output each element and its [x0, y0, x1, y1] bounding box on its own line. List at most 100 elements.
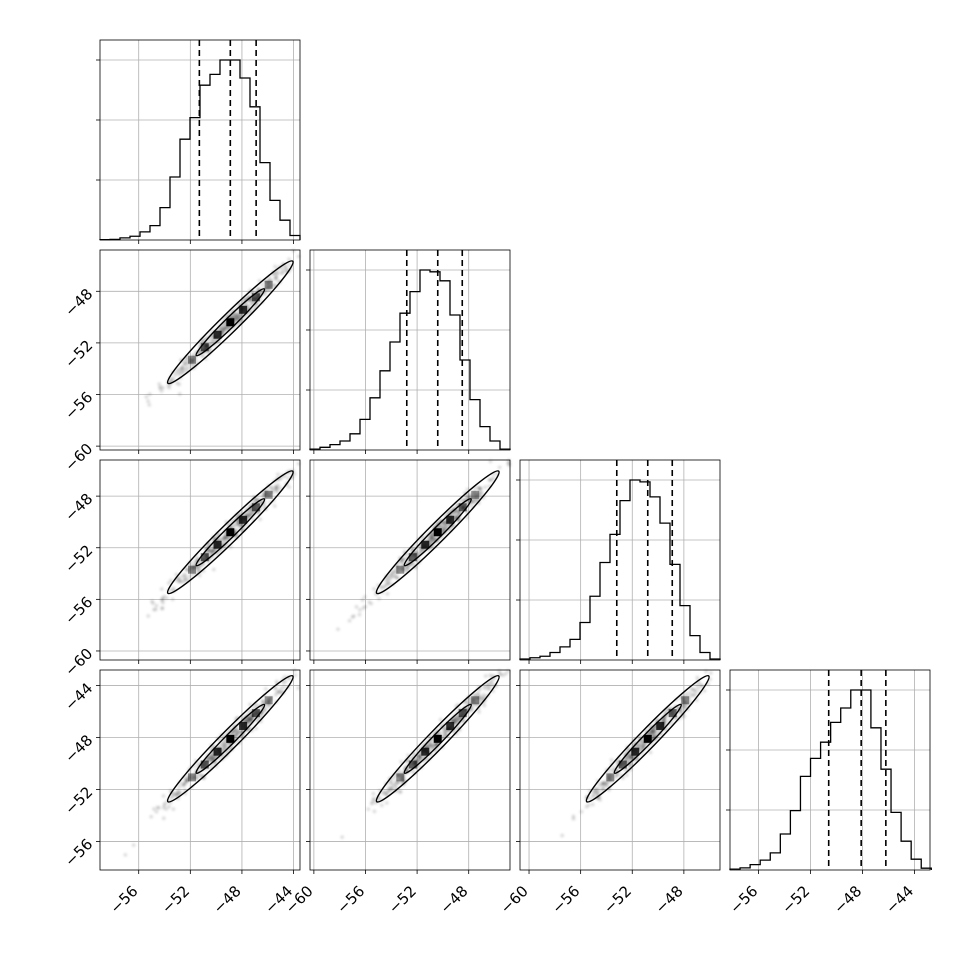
panel-frame [99, 249, 301, 451]
sample-point [180, 365, 184, 369]
sample-point [499, 672, 503, 677]
sample-point [386, 789, 390, 794]
sample-point [269, 698, 273, 702]
sample-point [482, 703, 486, 708]
sample-point [250, 302, 254, 306]
sample-point [483, 485, 487, 489]
sample-point [470, 708, 474, 713]
sample-point [293, 673, 297, 677]
sample-point [230, 745, 234, 749]
panel-frame [309, 459, 511, 661]
sample-point [363, 595, 367, 599]
sample-point [206, 560, 211, 564]
sample-point [429, 747, 434, 751]
sample-point [287, 257, 291, 261]
y-tick-label: −48 [61, 285, 96, 320]
sample-point [266, 287, 270, 291]
sample-point [610, 773, 614, 777]
sample-point [360, 598, 365, 602]
sample-point [150, 599, 154, 603]
sample-point [406, 567, 410, 571]
sample-point [363, 605, 367, 609]
corner-plot-panels: −60−56−52−48−60−56−52−48−56 −52 −48 −44−56−… [61, 39, 932, 917]
density-cell [251, 709, 260, 718]
sample-point [432, 544, 436, 548]
sample-point [688, 691, 692, 695]
sample-point [477, 693, 481, 697]
sample-point [628, 763, 632, 768]
sample-point [390, 571, 395, 575]
sample-point [146, 399, 150, 403]
sample-point [191, 353, 195, 358]
sample-point [212, 567, 216, 572]
sample-point [272, 284, 276, 288]
x-tick-label: −52 [385, 882, 420, 917]
sample-point [684, 692, 688, 696]
sample-point [210, 549, 215, 553]
sample-point [478, 486, 482, 490]
sample-point [178, 392, 182, 396]
panel-r1-c1 [306, 249, 511, 454]
sample-point [182, 782, 186, 786]
sample-point [417, 754, 421, 758]
density-cell [618, 760, 627, 769]
sample-point [408, 756, 413, 760]
sample-point [639, 748, 643, 752]
sample-point [297, 254, 301, 258]
panel-r3-c3: −56 −52 −48 −44 [726, 669, 932, 917]
sample-point [296, 686, 300, 690]
sample-point [182, 573, 186, 577]
sample-point [596, 787, 600, 791]
sample-point [498, 465, 502, 470]
sample-point [606, 775, 610, 779]
density-cell [200, 553, 209, 562]
sample-point [264, 687, 268, 691]
sample-point [419, 550, 423, 554]
sample-point [180, 368, 184, 372]
sample-point [653, 728, 657, 732]
sample-point [489, 680, 493, 685]
density-cell [264, 490, 273, 499]
sample-point [154, 603, 159, 608]
sample-point [201, 353, 205, 357]
sample-point [600, 788, 605, 792]
sample-point [591, 802, 595, 807]
sample-point [372, 587, 376, 591]
contour-level-1 [195, 498, 266, 567]
sample-point [389, 780, 393, 784]
sample-point [593, 787, 598, 791]
sample-point [560, 833, 564, 838]
sample-point [160, 597, 165, 601]
sample-point [600, 783, 604, 787]
sample-point [160, 606, 164, 611]
sample-point [254, 497, 258, 501]
density-cell [656, 721, 665, 730]
sample-point [357, 613, 362, 617]
density-cell [458, 503, 467, 512]
sample-point [400, 564, 405, 568]
sample-point [478, 687, 482, 692]
sample-point [161, 386, 165, 390]
sample-point [387, 785, 391, 790]
density-cell [681, 696, 690, 705]
sample-point [443, 730, 447, 734]
density-cell [408, 760, 417, 769]
sample-point [492, 476, 496, 480]
sample-point [177, 579, 181, 584]
density-cell [239, 515, 248, 524]
sample-point [395, 565, 399, 570]
sample-point [191, 570, 195, 574]
sample-point [380, 585, 384, 589]
contour-level-2 [375, 674, 500, 803]
sample-point [161, 601, 165, 605]
sample-point [273, 686, 278, 690]
sample-point [184, 778, 188, 782]
density-cell [188, 565, 196, 574]
panel-frame [99, 459, 301, 661]
x-tick-label: −56 [726, 882, 761, 917]
sample-point [234, 727, 238, 731]
sample-point [283, 679, 288, 684]
sample-point [198, 573, 202, 578]
sample-point [396, 780, 400, 785]
sample-point [370, 800, 375, 804]
